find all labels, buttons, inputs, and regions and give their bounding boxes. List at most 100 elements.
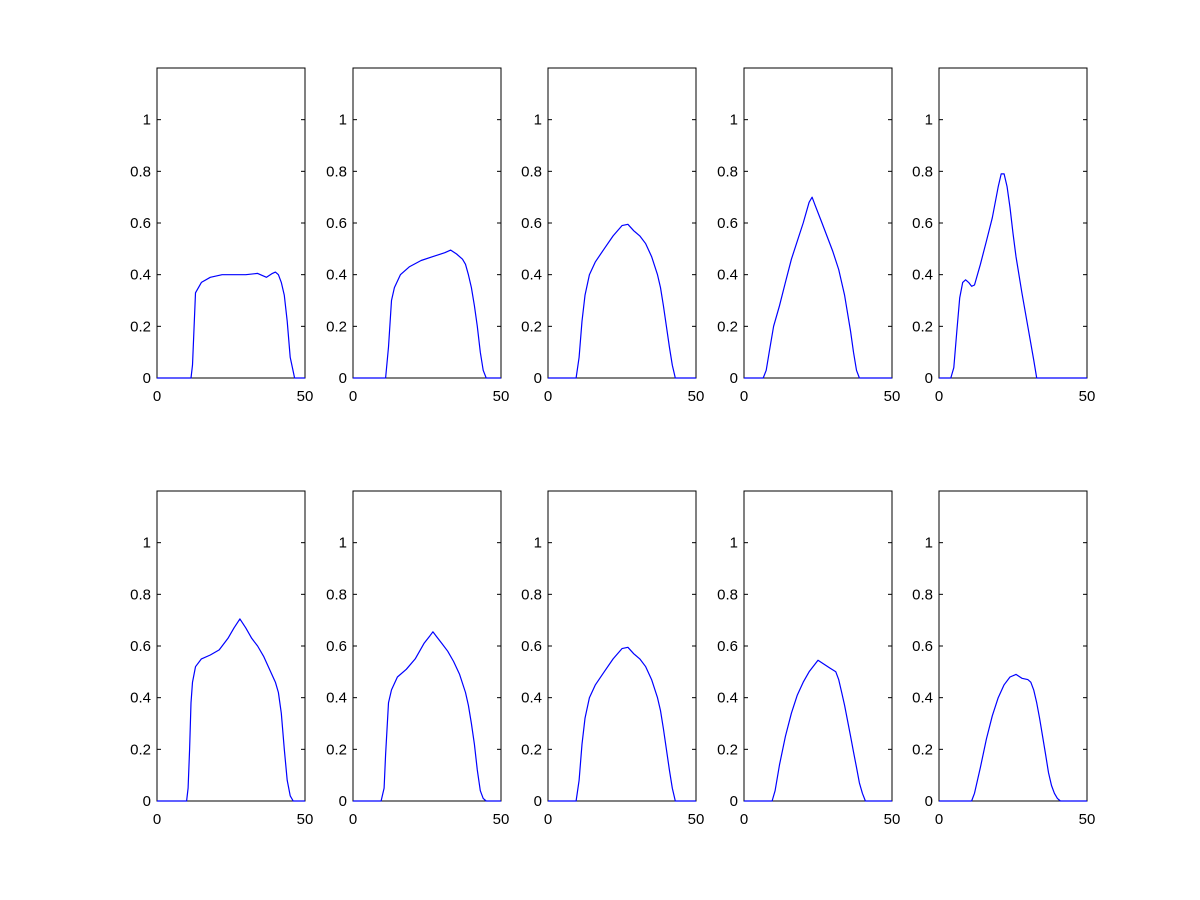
subplot-5: 0 0.2 0.4 0.6 0.8 1 0 50	[912, 67, 1096, 405]
axes-box	[938, 490, 1088, 802]
y-tick-label: 0.8	[130, 586, 151, 603]
axes-box	[743, 490, 893, 802]
x-tick-label: 50	[884, 811, 901, 828]
x-tick-label: 50	[1079, 388, 1096, 405]
y-tick-label: 1	[143, 535, 151, 552]
y-tick-label: 0.4	[521, 690, 542, 707]
y-tick-label: 0.4	[326, 267, 347, 284]
y-tick-label: 0.4	[717, 267, 738, 284]
axes-box	[352, 67, 502, 379]
y-tick-label: 0	[143, 370, 151, 387]
y-tick-label: 1	[339, 535, 347, 552]
series-line	[548, 646, 696, 802]
y-tick-label: 0	[534, 370, 542, 387]
y-tick-label: 0	[339, 370, 347, 387]
y-tick-label: 0.2	[326, 741, 347, 758]
x-tick-label: 0	[544, 811, 552, 828]
subplot-9: 0 0.2 0.4 0.6 0.8 1 0 50	[717, 490, 901, 828]
y-tick-label: 0.6	[130, 215, 151, 232]
y-tick-label: 0	[730, 793, 738, 810]
y-tick-label: 1	[925, 112, 933, 129]
series-line	[157, 618, 305, 802]
y-tick-label: 0.2	[326, 318, 347, 335]
y-tick-label: 0	[925, 793, 933, 810]
x-tick-label: 0	[544, 388, 552, 405]
y-tick-label: 0.2	[521, 741, 542, 758]
y-tick-label: 0.4	[912, 267, 933, 284]
x-tick-label: 0	[153, 811, 161, 828]
x-tick-label: 50	[493, 811, 510, 828]
series-line	[744, 659, 892, 802]
x-tick-label: 50	[1079, 811, 1096, 828]
y-tick-label: 0.8	[912, 163, 933, 180]
y-tick-label: 0.8	[130, 163, 151, 180]
x-tick-label: 50	[688, 388, 705, 405]
y-tick-label: 0.2	[912, 741, 933, 758]
axes-box	[547, 67, 697, 379]
x-tick-label: 0	[740, 811, 748, 828]
y-tick-label: 1	[730, 112, 738, 129]
series-line	[548, 223, 696, 379]
y-tick-label: 0.6	[912, 638, 933, 655]
y-tick-label: 0.8	[326, 163, 347, 180]
x-tick-label: 50	[688, 811, 705, 828]
axes-box	[743, 67, 893, 379]
y-tick-label: 0.2	[717, 318, 738, 335]
y-tick-label: 0.8	[521, 586, 542, 603]
y-tick-label: 0.6	[326, 638, 347, 655]
y-tick-label: 0.6	[717, 638, 738, 655]
y-tick-label: 0.6	[326, 215, 347, 232]
y-tick-label: 0.6	[521, 638, 542, 655]
y-tick-label: 0	[534, 793, 542, 810]
axes-box	[156, 67, 306, 379]
series-line	[353, 631, 501, 802]
y-tick-label: 0.2	[130, 741, 151, 758]
subplot-3: 0 0.2 0.4 0.6 0.8 1 0 50	[521, 67, 705, 405]
axes-box	[352, 490, 502, 802]
axes-box	[156, 490, 306, 802]
y-tick-label: 0.6	[130, 638, 151, 655]
x-tick-label: 50	[884, 388, 901, 405]
y-tick-label: 0.4	[912, 690, 933, 707]
y-tick-label: 0	[925, 370, 933, 387]
y-tick-label: 0	[339, 793, 347, 810]
y-tick-label: 1	[925, 535, 933, 552]
subplot-7: 0 0.2 0.4 0.6 0.8 1 0 50	[326, 490, 510, 828]
series-line	[353, 249, 501, 379]
y-tick-label: 1	[143, 112, 151, 129]
subplot-2: 0 0.2 0.4 0.6 0.8 1 0 50	[326, 67, 509, 405]
y-tick-label: 0.4	[521, 267, 542, 284]
y-tick-label: 0.8	[717, 586, 738, 603]
series-line	[939, 173, 1087, 379]
x-tick-label: 0	[349, 811, 357, 828]
subplot-10: 0 0.2 0.4 0.6 0.8 1 0 50	[912, 490, 1096, 828]
subplot-8: 0 0.2 0.4 0.6 0.8 1 0 50	[521, 490, 705, 828]
y-tick-label: 0.8	[717, 163, 738, 180]
y-tick-label: 1	[534, 535, 542, 552]
y-tick-label: 0.6	[717, 215, 738, 232]
y-tick-label: 1	[730, 535, 738, 552]
series-line	[157, 271, 305, 379]
y-tick-label: 0.6	[521, 215, 542, 232]
x-tick-label: 0	[935, 811, 943, 828]
y-tick-label: 1	[534, 112, 542, 129]
x-tick-label: 0	[349, 388, 357, 405]
x-tick-label: 0	[740, 388, 748, 405]
y-tick-label: 0.4	[130, 690, 151, 707]
axes-box	[938, 67, 1088, 379]
series-line	[744, 196, 892, 379]
x-tick-label: 0	[153, 388, 161, 405]
y-tick-label: 0	[730, 370, 738, 387]
y-tick-label: 0.2	[717, 741, 738, 758]
y-tick-label: 0.2	[130, 318, 151, 335]
x-tick-label: 50	[297, 811, 314, 828]
y-tick-label: 0.4	[326, 690, 347, 707]
y-tick-label: 0.6	[912, 215, 933, 232]
y-tick-label: 0.4	[130, 267, 151, 284]
axes-box	[547, 490, 697, 802]
y-tick-label: 0.2	[912, 318, 933, 335]
x-tick-label: 50	[297, 388, 314, 405]
y-tick-label: 0.8	[521, 163, 542, 180]
y-tick-label: 0.8	[326, 586, 347, 603]
